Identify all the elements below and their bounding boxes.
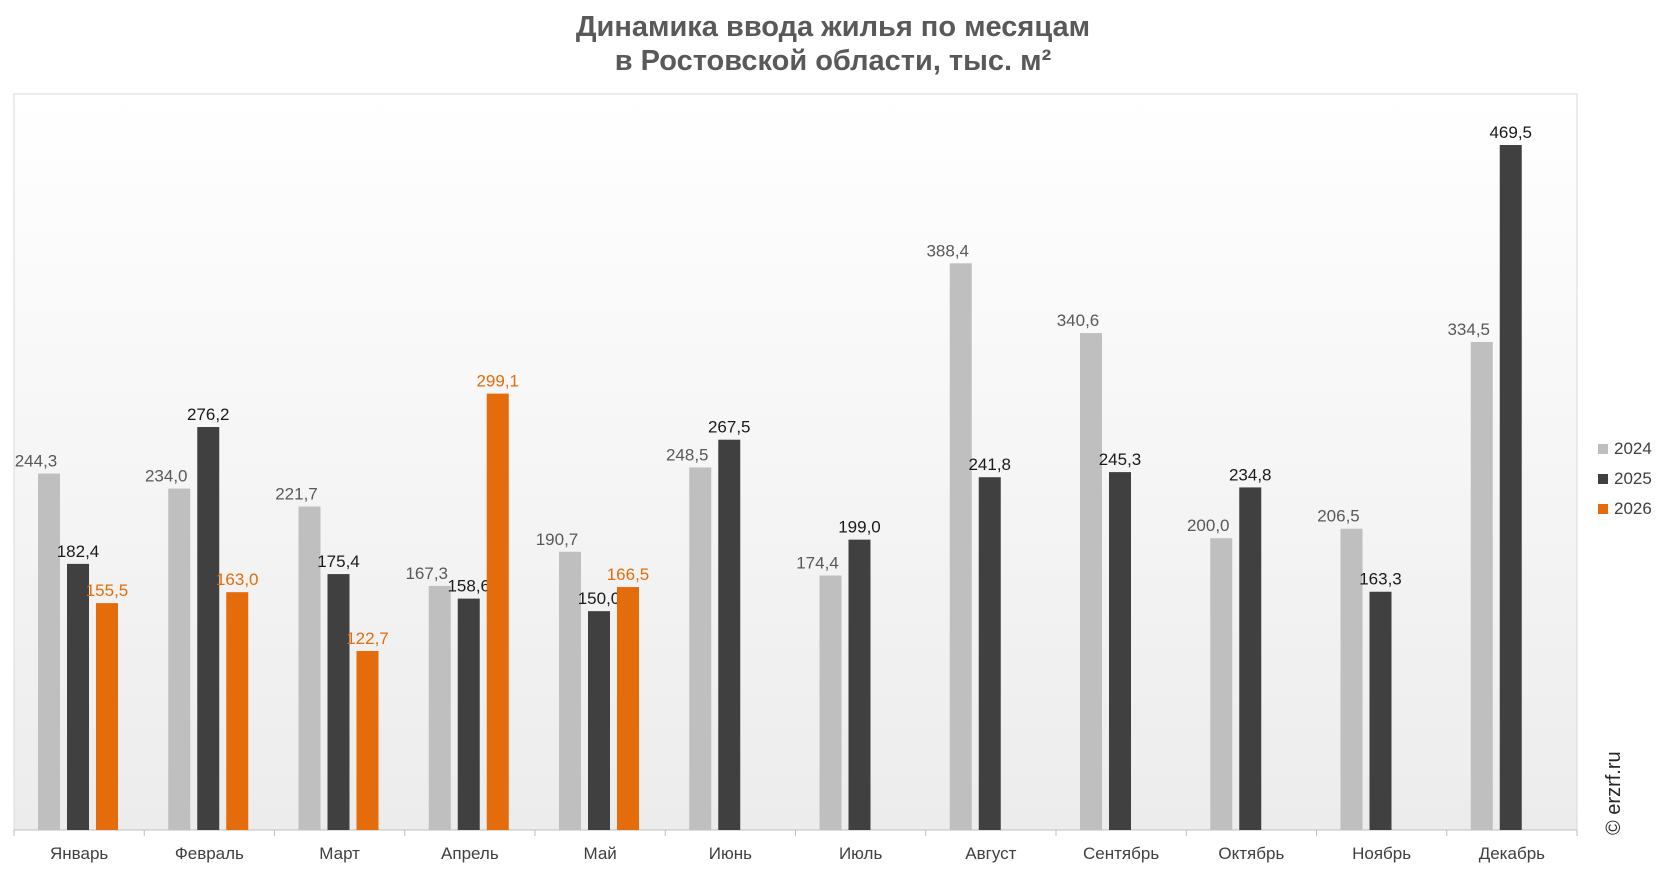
legend-label-2026: 2026: [1614, 499, 1652, 518]
bar-2026-2: [226, 592, 249, 830]
legend-item-2026: 2026: [1598, 494, 1652, 524]
bar-2024-10: [1210, 538, 1233, 830]
bar-2024-7: [819, 575, 842, 830]
x-tick-label: Ноябрь: [1352, 844, 1411, 863]
bar-2024-11: [1340, 528, 1363, 830]
bar-2026-3: [356, 650, 379, 830]
data-label-2024-5: 190,7: [536, 530, 579, 549]
data-label-2026-3: 122,7: [346, 629, 389, 648]
chart-title-line-2: в Ростовской области, тыс. м²: [614, 45, 1052, 77]
data-label-2024-10: 200,0: [1187, 516, 1230, 535]
data-label-2025-4: 158,6: [447, 577, 490, 596]
x-tick-label: Апрель: [441, 844, 499, 863]
legend-swatch-2025: [1598, 474, 1608, 484]
legend-label-2024: 2024: [1614, 439, 1652, 458]
bar-2026-5: [617, 587, 639, 830]
data-label-2025-8: 241,8: [968, 455, 1011, 474]
data-label-2025-12: 469,5: [1489, 123, 1532, 142]
bar-2025-7: [848, 539, 871, 830]
bar-2024-5: [559, 551, 581, 830]
bar-2024-2: [168, 488, 191, 830]
chart-legend: 2024 2025 2026: [1598, 434, 1652, 524]
x-tick-label: Декабрь: [1479, 844, 1545, 863]
x-tick-label: Май: [583, 844, 616, 863]
legend-label-2025: 2025: [1614, 469, 1652, 488]
bar-2025-6: [718, 439, 741, 830]
data-label-2024-2: 234,0: [145, 467, 188, 486]
bar-2024-3: [298, 506, 321, 830]
data-label-2026-2: 163,0: [216, 570, 259, 589]
data-label-2025-2: 276,2: [187, 405, 230, 424]
bar-2025-2: [197, 427, 220, 830]
bar-2024-4: [428, 585, 451, 830]
bar-2026-4: [486, 393, 509, 830]
data-label-2025-9: 245,3: [1099, 450, 1142, 469]
data-label-2024-7: 174,4: [796, 554, 839, 573]
chart-title-line-1: Динамика ввода жилья по месяцам: [575, 11, 1091, 43]
bar-2024-9: [1080, 333, 1102, 830]
data-label-2025-11: 163,3: [1359, 570, 1402, 589]
x-tick-label: Июль: [839, 844, 883, 863]
data-label-2024-1: 244,3: [15, 452, 58, 471]
x-tick-label: Октябрь: [1218, 844, 1284, 863]
bar-2025-11: [1369, 591, 1392, 830]
x-tick-label: Январь: [50, 844, 108, 863]
data-label-2024-8: 388,4: [926, 241, 969, 260]
data-label-2025-5: 150,0: [578, 589, 621, 608]
bar-2025-4: [457, 598, 480, 830]
watermark-text: © erzrf.ru: [1603, 751, 1625, 835]
data-label-2026-1: 155,5: [86, 581, 129, 600]
data-label-2024-6: 248,5: [666, 445, 709, 464]
data-label-2024-4: 167,3: [405, 564, 448, 583]
legend-swatch-2024: [1598, 444, 1608, 454]
x-tick-label: Сентябрь: [1083, 844, 1159, 863]
data-label-2025-3: 175,4: [317, 552, 360, 571]
x-tick-label: Февраль: [175, 844, 244, 863]
bar-2024-1: [38, 473, 60, 830]
data-label-2026-5: 166,5: [607, 565, 650, 584]
data-label-2024-3: 221,7: [275, 485, 318, 504]
chart-title: Динамика ввода жилья по месяцам в Ростов…: [0, 10, 1666, 78]
legend-swatch-2026: [1598, 504, 1608, 514]
x-tick-label: Июнь: [709, 844, 752, 863]
x-tick-label: Август: [965, 844, 1016, 863]
data-label-2025-10: 234,8: [1229, 465, 1272, 484]
data-label-2024-11: 206,5: [1317, 507, 1360, 526]
data-label-2025-7: 199,0: [838, 518, 881, 537]
bar-2025-10: [1239, 487, 1262, 830]
bar-2024-8: [949, 263, 972, 830]
legend-item-2024: 2024: [1598, 434, 1652, 464]
bar-2025-8: [978, 477, 1001, 830]
legend-item-2025: 2025: [1598, 464, 1652, 494]
data-label-2025-6: 267,5: [708, 418, 751, 437]
bar-2025-9: [1109, 472, 1131, 830]
data-label-2024-9: 340,6: [1057, 311, 1100, 330]
bar-2025-3: [327, 574, 350, 830]
x-tick-label: Март: [319, 844, 360, 863]
bar-2025-1: [67, 563, 89, 830]
bar-2026-1: [96, 603, 118, 830]
bar-2024-12: [1470, 341, 1493, 830]
plot-area: [13, 93, 1578, 831]
data-label-2026-4: 299,1: [476, 372, 519, 391]
bar-2025-5: [588, 611, 610, 830]
data-label-2025-1: 182,4: [57, 542, 100, 561]
bar-2024-6: [689, 467, 712, 830]
bar-2025-12: [1499, 145, 1522, 830]
data-label-2024-12: 334,5: [1447, 320, 1490, 339]
